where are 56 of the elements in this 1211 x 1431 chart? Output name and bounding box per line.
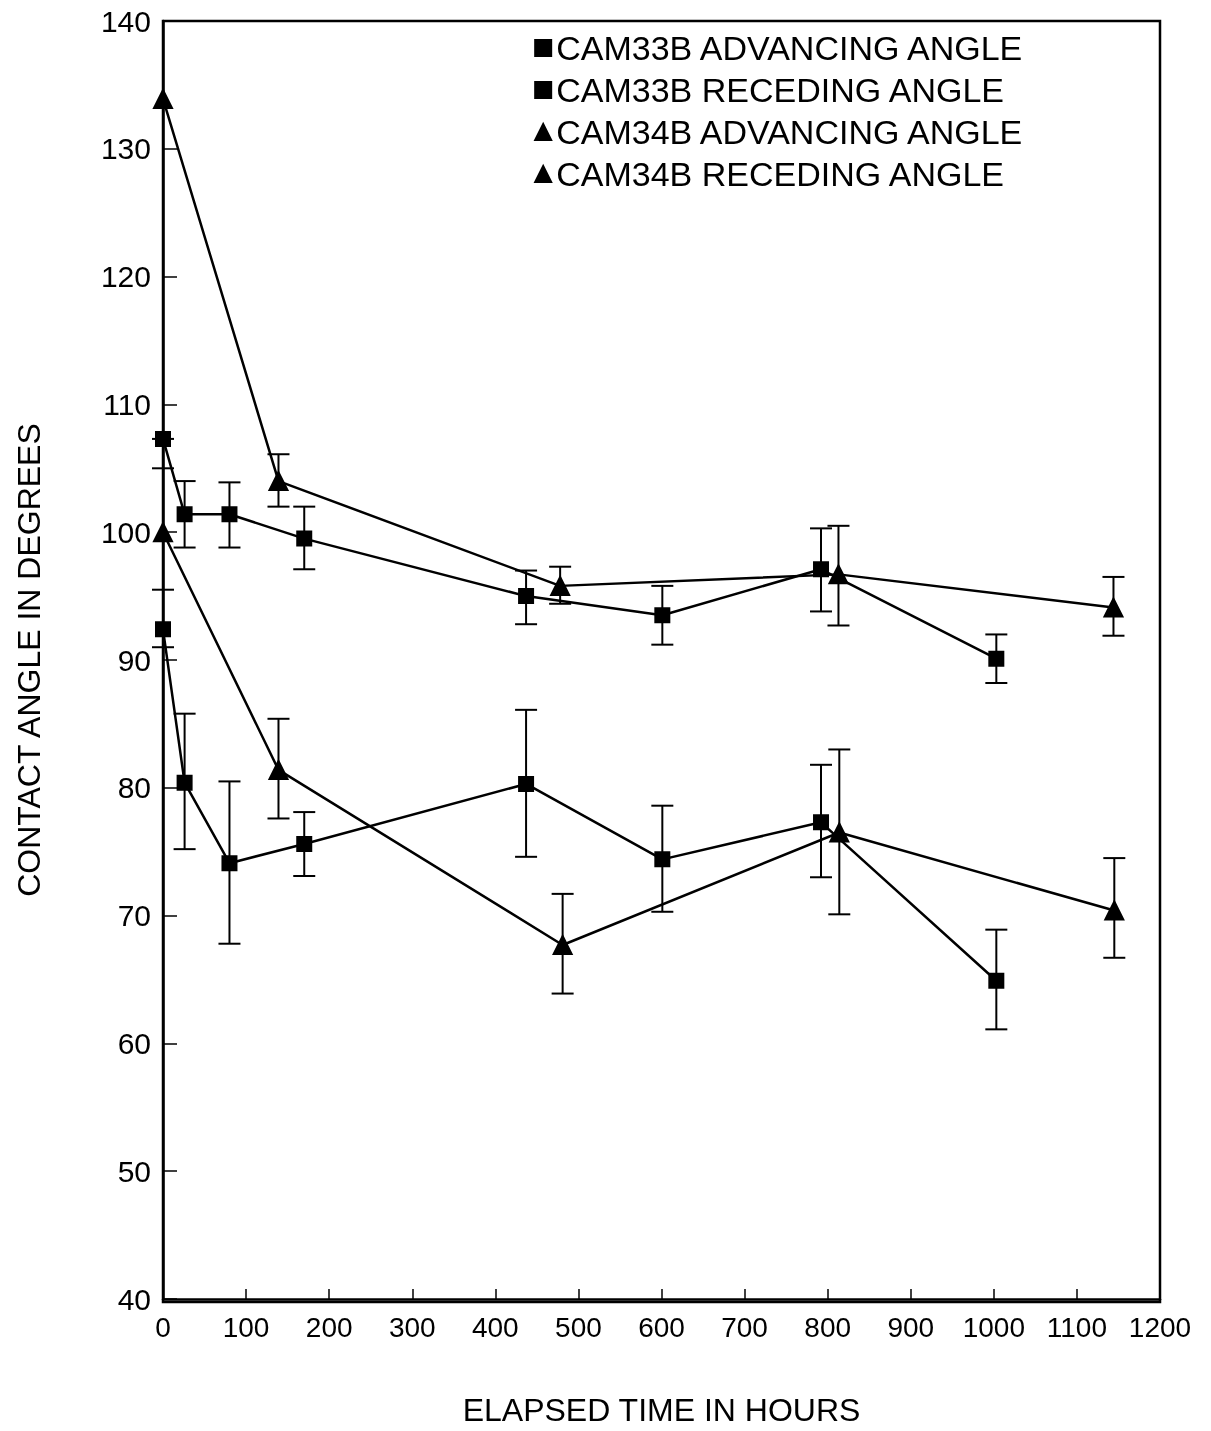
point xyxy=(176,506,193,523)
x-tick-label: 900 xyxy=(887,1311,935,1343)
x-tick-label: 700 xyxy=(721,1311,768,1343)
y-tick-label: 70 xyxy=(117,899,151,933)
point xyxy=(654,851,671,868)
legend-label: CAM33B RECEDING ANGLE xyxy=(556,71,1004,109)
x-tick-label: 600 xyxy=(638,1311,685,1343)
point xyxy=(155,430,171,447)
point xyxy=(296,530,313,547)
y-tick-label: 40 xyxy=(117,1282,151,1316)
y-tick-label: 100 xyxy=(100,515,151,549)
point xyxy=(518,588,535,605)
legend-label: CAM34B ADVANCING ANGLE xyxy=(556,113,1023,151)
point xyxy=(813,561,830,578)
point xyxy=(221,855,238,872)
x-tick-label: 200 xyxy=(305,1311,353,1343)
y-tick-label: 120 xyxy=(100,260,151,294)
x-tick-label: 1000 xyxy=(962,1311,1025,1343)
point xyxy=(153,522,173,543)
point xyxy=(1103,597,1124,618)
y-tick-label: 90 xyxy=(117,643,151,677)
x-tick-label: 300 xyxy=(388,1311,436,1343)
x-tick-label: 100 xyxy=(222,1311,270,1343)
legend-label: CAM34B RECEDING ANGLE xyxy=(556,155,1004,193)
point xyxy=(552,934,573,955)
x-tick-label: 500 xyxy=(555,1311,602,1343)
point xyxy=(153,88,173,109)
y-axis-title: CONTACT ANGLE IN DEGREES xyxy=(11,423,47,897)
point xyxy=(268,759,289,780)
point xyxy=(654,607,671,624)
point xyxy=(988,650,1005,667)
point xyxy=(550,575,571,596)
point xyxy=(518,775,535,792)
y-tick-label: 140 xyxy=(100,4,151,38)
x-axis-title: ELAPSED TIME IN HOURS xyxy=(462,1392,861,1428)
point xyxy=(828,564,849,585)
x-tick-label: 1200 xyxy=(1128,1311,1192,1343)
y-tick-label: 130 xyxy=(100,132,151,166)
point xyxy=(813,814,830,831)
y-tick-label: 80 xyxy=(117,771,151,805)
x-tick-label: 400 xyxy=(471,1311,519,1343)
point xyxy=(988,972,1005,989)
point xyxy=(268,471,289,492)
point xyxy=(829,822,850,843)
x-tick-label: 800 xyxy=(804,1311,852,1343)
point xyxy=(155,621,171,638)
point xyxy=(1104,900,1125,921)
x-tick-label: 1100 xyxy=(1046,1311,1108,1343)
y-tick-label: 50 xyxy=(117,1154,151,1188)
point xyxy=(296,836,313,853)
point xyxy=(221,506,238,523)
y-tick-label: 110 xyxy=(103,387,151,421)
legend-label: CAM33B ADVANCING ANGLE xyxy=(556,29,1023,67)
y-tick-label: 60 xyxy=(117,1026,151,1060)
point xyxy=(176,774,193,791)
x-tick-label: 0 xyxy=(155,1311,171,1343)
